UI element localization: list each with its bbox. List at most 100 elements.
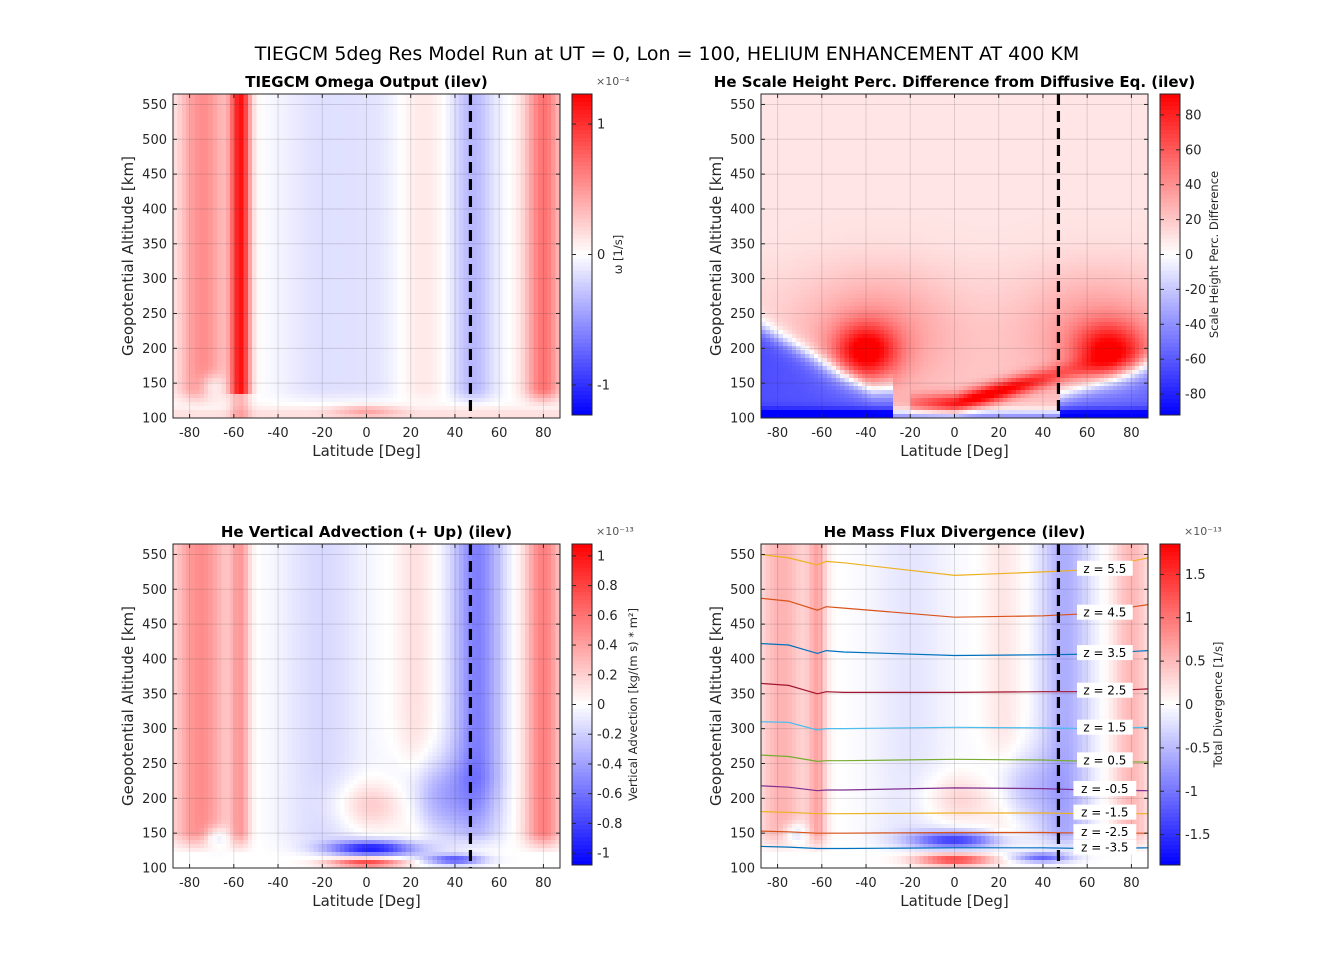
- heatmap-cell: [414, 398, 420, 403]
- heatmap-cell: [392, 98, 398, 103]
- heatmap-cell: [173, 222, 178, 227]
- heatmap-cell: [392, 278, 398, 283]
- heatmap-cell: [212, 214, 218, 219]
- heatmap-cell: [366, 290, 372, 295]
- heatmap-cell: [401, 366, 407, 371]
- heatmap-cell: [313, 350, 319, 355]
- heatmap-cell: [287, 122, 293, 127]
- heatmap-cell: [401, 398, 407, 403]
- heatmap-cell: [375, 258, 381, 263]
- heatmap-cell: [362, 174, 368, 179]
- heatmap-cell: [243, 254, 249, 259]
- heatmap-cell: [186, 330, 192, 335]
- heatmap-cell: [225, 194, 231, 199]
- heatmap-cell: [291, 298, 297, 303]
- heatmap-cell: [186, 238, 192, 243]
- heatmap-cell: [199, 98, 205, 103]
- heatmap-cell: [173, 350, 178, 355]
- heatmap-cell: [225, 98, 231, 103]
- heatmap-cell: [208, 110, 214, 115]
- heatmap-cell: [243, 294, 249, 299]
- heatmap-cell: [269, 186, 275, 191]
- heatmap-cell: [362, 202, 368, 207]
- heatmap-cell: [318, 406, 324, 411]
- heatmap-cell: [296, 166, 302, 171]
- heatmap-cell: [326, 306, 332, 311]
- heatmap-cell: [318, 190, 324, 195]
- heatmap-cell: [287, 310, 293, 315]
- heatmap-cell: [300, 142, 306, 147]
- heatmap-cell: [428, 222, 434, 227]
- heatmap-cell: [296, 198, 302, 203]
- heatmap-cell: [392, 246, 398, 251]
- heatmap-cell: [177, 354, 183, 359]
- heatmap-cell: [366, 398, 372, 403]
- heatmap-cell: [419, 138, 425, 143]
- heatmap-cell: [304, 342, 310, 347]
- heatmap-cell: [225, 202, 231, 207]
- heatmap-cell: [225, 302, 231, 307]
- heatmap-cell: [331, 350, 337, 355]
- heatmap-cell: [278, 150, 284, 155]
- heatmap-cell: [304, 210, 310, 215]
- heatmap-cell: [181, 254, 187, 259]
- heatmap-cell: [282, 250, 288, 255]
- heatmap-cell: [331, 394, 337, 399]
- heatmap-cell: [436, 294, 442, 299]
- heatmap-cell: [177, 306, 183, 311]
- heatmap-cell: [344, 138, 350, 143]
- heatmap-cell: [432, 258, 438, 263]
- heatmap-cell: [221, 382, 227, 387]
- heatmap-cell: [282, 238, 288, 243]
- heatmap-cell: [238, 330, 244, 335]
- heatmap-cell: [335, 386, 341, 391]
- heatmap-cell: [230, 182, 236, 187]
- heatmap-cell: [265, 98, 271, 103]
- heatmap-cell: [252, 138, 258, 143]
- heatmap-cell: [406, 158, 412, 163]
- heatmap-cell: [252, 362, 258, 367]
- heatmap-cell: [436, 374, 442, 379]
- heatmap-cell: [278, 226, 284, 231]
- heatmap-cell: [318, 326, 324, 331]
- heatmap-cell: [252, 110, 258, 115]
- heatmap-cell: [265, 182, 271, 187]
- heatmap-cell: [423, 322, 429, 327]
- heatmap-cell: [252, 186, 258, 191]
- heatmap-cell: [313, 270, 319, 275]
- heatmap-cell: [212, 126, 218, 131]
- heatmap-cell: [432, 138, 438, 143]
- heatmap-cell: [186, 282, 192, 287]
- heatmap-cell: [194, 102, 200, 107]
- heatmap-cell: [181, 374, 187, 379]
- heatmap-cell: [199, 202, 205, 207]
- heatmap-cell: [344, 374, 350, 379]
- heatmap-cell: [432, 350, 438, 355]
- heatmap-cell: [300, 354, 306, 359]
- heatmap-cell: [428, 258, 434, 263]
- heatmap-cell: [379, 242, 385, 247]
- heatmap-cell: [423, 258, 429, 263]
- heatmap-cell: [247, 150, 253, 155]
- heatmap-cell: [441, 166, 447, 171]
- heatmap-cell: [212, 334, 218, 339]
- heatmap-cell: [357, 378, 363, 383]
- heatmap-cell: [384, 330, 390, 335]
- heatmap-cell: [375, 202, 381, 207]
- heatmap-cell: [190, 342, 196, 347]
- heatmap-cell: [410, 138, 416, 143]
- heatmap-cell: [362, 382, 368, 387]
- heatmap-cell: [247, 306, 253, 311]
- heatmap-cell: [441, 118, 447, 123]
- heatmap-cell: [208, 382, 214, 387]
- heatmap-cell: [379, 118, 385, 123]
- heatmap-cell: [401, 406, 407, 411]
- heatmap-cell: [397, 138, 403, 143]
- heatmap-cell: [362, 238, 368, 243]
- heatmap-cell: [318, 366, 324, 371]
- heatmap-cell: [340, 326, 346, 331]
- heatmap-cell: [401, 150, 407, 155]
- heatmap-cell: [287, 230, 293, 235]
- heatmap-cell: [221, 146, 227, 151]
- heatmap-cell: [225, 238, 231, 243]
